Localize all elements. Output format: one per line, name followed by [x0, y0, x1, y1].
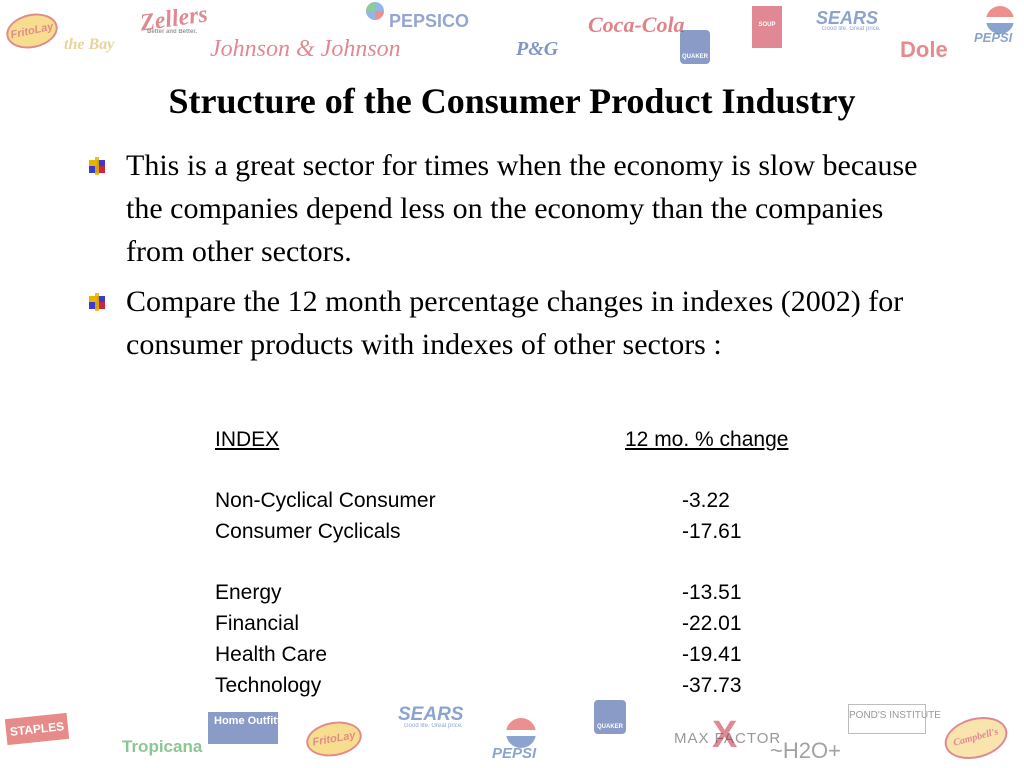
sears-logo: SEARS: [816, 8, 879, 28]
row-name: Financial: [215, 612, 300, 635]
quaker-logo: QUAKER: [680, 30, 710, 64]
bullet-list: This is a great sector for times when th…: [88, 144, 918, 373]
staples-logo: STAPLES: [4, 712, 70, 746]
header-index: INDEX: [215, 428, 280, 451]
cube-bullet-icon: [89, 293, 105, 311]
bullet-item: Compare the 12 month percentage changes …: [88, 280, 918, 366]
row-value: -22.01: [682, 612, 742, 635]
row-value: -3.22: [682, 489, 730, 512]
pepsi-logo: PEPSI: [974, 30, 1013, 45]
row-value: -19.41: [682, 643, 742, 666]
cube-bullet-icon: [89, 157, 105, 175]
fritolay-logo: FritoLay: [3, 8, 61, 54]
bullet-item: This is a great sector for times when th…: [88, 144, 918, 273]
sears-tagline: Good life. Great price.: [404, 723, 463, 729]
home-outfitters-logo: Home Outfitters: [208, 712, 297, 744]
bullet-text: This is a great sector for times when th…: [126, 149, 918, 268]
ponds-institute-logo: POND'S INSTITUTE: [848, 704, 941, 734]
slide-title: Structure of the Consumer Product Indust…: [168, 81, 856, 121]
bullet-text: Compare the 12 month percentage changes …: [126, 285, 904, 361]
pg-logo: P&G: [516, 38, 559, 60]
pepsico-logo: PEPSICO: [389, 11, 470, 31]
table-row: Consumer Cyclicals -17.61: [215, 520, 835, 546]
row-value: -13.51: [682, 581, 742, 604]
table-row: Financial -22.01: [215, 612, 835, 638]
maxfactor-logo: MAX FACTOR: [674, 730, 782, 747]
row-name: Health Care: [215, 643, 328, 666]
cocacola-logo: Coca-Cola: [588, 12, 685, 37]
sears-logo: SEARS: [398, 704, 464, 725]
dole-logo: Dole: [900, 37, 948, 62]
maxfactor-x-icon: X: [712, 714, 738, 756]
quaker-logo: QUAKER: [594, 700, 626, 734]
table-header-row: INDEX 12 mo. % change: [215, 428, 835, 454]
pepsi-globe-icon: [506, 718, 536, 748]
table-row: Technology -37.73: [215, 674, 835, 700]
tropicana-logo: Tropicana: [122, 737, 203, 756]
pepsi-logo: PEPSI: [492, 745, 537, 762]
row-value: -17.61: [682, 520, 742, 543]
row-name: Non-Cyclical Consumer: [215, 489, 436, 512]
sears-tagline: Good life. Great price.: [822, 26, 881, 32]
thebay-logo: the Bay: [64, 36, 115, 53]
row-value: -37.73: [682, 674, 742, 697]
campbells-logo: Campbell's: [939, 710, 1013, 766]
campbell-soup-can-logo: SOUP: [752, 6, 782, 48]
zellers-tagline: Better and Better.: [147, 29, 198, 35]
table-row: Health Care -19.41: [215, 643, 835, 669]
header-change: 12 mo. % change: [625, 428, 789, 451]
h2o-plus-logo: ~H2O+: [770, 738, 841, 763]
johnson-and-johnson-logo: Johnson & Johnson: [210, 36, 401, 62]
row-name: Technology: [215, 674, 322, 697]
pepsico-globe-icon: [366, 2, 384, 20]
table-row: Non-Cyclical Consumer -3.22: [215, 489, 835, 515]
table-row: Energy -13.51: [215, 581, 835, 607]
fritolay-logo: FritoLay: [303, 717, 365, 761]
row-name: Consumer Cyclicals: [215, 520, 401, 543]
row-name: Energy: [215, 581, 282, 604]
pepsi-globe-icon: [986, 6, 1014, 34]
